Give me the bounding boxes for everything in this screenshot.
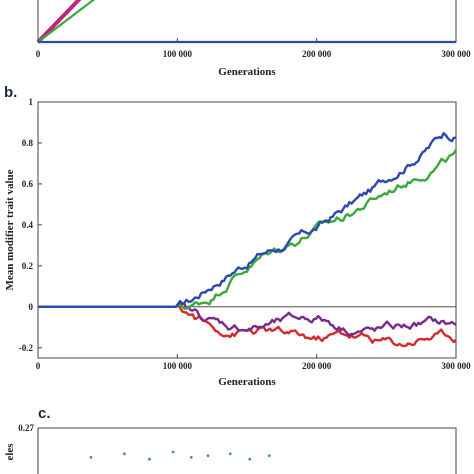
panel-b-y-tick-label: 0.2 — [22, 261, 34, 271]
panel-a-x-axis-title: Generations — [218, 66, 276, 78]
panel-a-x-tick-label: 100 000 — [163, 49, 193, 59]
panel-c-points — [89, 450, 271, 461]
panel-a-x-tick-label: 200 000 — [302, 49, 332, 59]
panel-b-x-axis-title: Generations — [218, 376, 276, 388]
panel-c-point — [248, 457, 252, 461]
panel-a-x-ticks: 0 100 000 200 000 300 000 — [36, 38, 471, 59]
panel-b-y-tick-label: -0.2 — [19, 343, 34, 353]
panel-b-y-ticks: -0.2 0 0.2 0.4 0.6 0.8 1 — [19, 97, 42, 353]
panel-a-series — [36, 0, 456, 44]
panel-b-x-tick-label: 200 000 — [302, 361, 332, 371]
panel-c-point — [228, 452, 232, 456]
panel-a-frame — [37, 0, 457, 43]
panel-c-point — [189, 456, 193, 459]
panel-b-series-line — [38, 149, 458, 310]
panel-c-y-tick-label: 0.27 — [18, 423, 34, 433]
panel-b-y-tick-label: 1 — [29, 97, 34, 107]
panel-a-x-tick-label: 300 000 — [441, 49, 471, 59]
panel-c-label: c. — [38, 405, 51, 422]
panel-c-y-axis-title: eles — [4, 443, 16, 461]
panel-b-x-tick-label: 300 000 — [441, 361, 471, 371]
panel-c-point — [148, 457, 151, 461]
panel-b-series-line — [38, 302, 457, 337]
panel-a: 0 100 000 200 000 300 000 Generations — [36, 0, 471, 78]
panel-c-point — [171, 450, 175, 454]
panel-b-label: b. — [4, 84, 17, 101]
panel-c-point — [89, 456, 93, 459]
panel-b-y-tick-label: 0.6 — [22, 179, 34, 189]
panel-c-point — [267, 454, 271, 457]
panel-b-y-tick-label: 0.4 — [22, 220, 34, 230]
panel-c-point — [206, 454, 210, 457]
panel-b-series — [38, 132, 458, 348]
panel-c-frame — [37, 427, 457, 474]
panel-a-series-line — [36, 0, 82, 44]
panel-b-x-tick-label: 100 000 — [163, 361, 193, 371]
panel-b-x-tick-label: 0 — [36, 361, 41, 371]
panel-b: b. 0 100 000 200 000 300 000 -0.200.20.40.6… — [4, 84, 471, 388]
panel-b-y-axis-title: Mean modifier trait value — [4, 169, 16, 290]
panel-b-series-line — [38, 132, 457, 308]
panel-b-frame — [37, 101, 457, 359]
panel-a-series-line — [37, 0, 96, 43]
panel-b-x-ticks: 0 100 000 200 000 300 000 — [36, 354, 471, 371]
panel-b-series-line — [38, 303, 457, 348]
panel-c-point — [122, 452, 126, 456]
panel-b-y-tick-label: 0 — [29, 302, 34, 312]
panel-a-x-tick-label: 0 — [36, 49, 41, 59]
panel-b-y-tick-label: 0.8 — [22, 138, 34, 148]
panel-c: c. 0.27 eles — [4, 405, 457, 474]
